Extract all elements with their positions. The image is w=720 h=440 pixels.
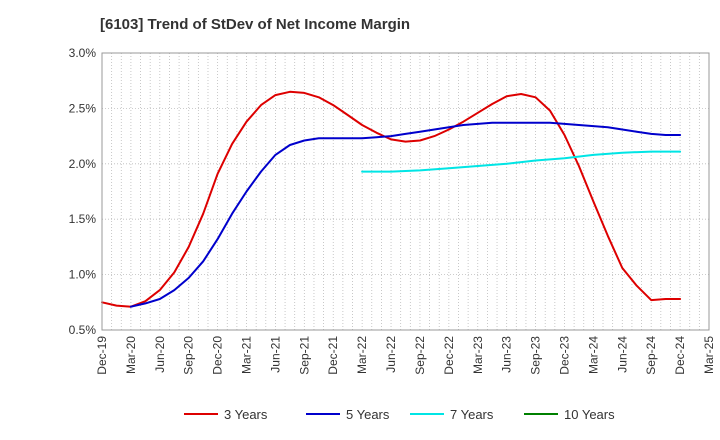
- x-tick-label: Mar-23: [471, 336, 485, 374]
- series-line-1: [129, 121, 682, 308]
- y-tick-label: 0.5%: [69, 323, 97, 337]
- x-tick-label: Dec-24: [673, 336, 687, 375]
- plot-frame: [101, 52, 710, 331]
- x-tick-label: Mar-25: [702, 336, 716, 374]
- y-tick-label: 1.5%: [69, 212, 97, 226]
- x-tick-label: Jun-22: [384, 336, 398, 373]
- x-tick-label: Mar-22: [355, 336, 369, 374]
- x-tick-label: Jun-24: [615, 336, 629, 373]
- x-tick-label: Dec-21: [326, 336, 340, 375]
- x-tick-label: Sep-23: [529, 336, 543, 375]
- x-tick-label: Dec-19: [95, 336, 109, 375]
- series-line-0: [101, 90, 682, 308]
- chart-title: [6103] Trend of StDev of Net Income Marg…: [100, 16, 410, 33]
- series-lines: [101, 90, 682, 308]
- series-line-2: [361, 150, 682, 173]
- x-tick-label: Jun-23: [500, 336, 514, 373]
- x-tick-label: Sep-24: [644, 336, 658, 375]
- x-tick-label: Sep-21: [297, 336, 311, 375]
- x-axis-ticks: Dec-19 Mar-20 Jun-20 Sep-20 Dec-20 Mar-21 Jun-…: [95, 336, 716, 375]
- y-axis-ticks: 0.5% 1.0% 1.5% 2.0% 2.5% 3.0%: [69, 46, 97, 337]
- x-tick-label: Mar-24: [586, 336, 600, 374]
- x-tick-label: Jun-21: [268, 336, 282, 373]
- x-tick-label: Mar-20: [124, 336, 138, 374]
- grid: [102, 52, 709, 331]
- legend-label: 7 Years: [450, 407, 494, 422]
- y-tick-label: 2.5%: [69, 101, 97, 115]
- x-tick-label: Jun-20: [153, 336, 167, 373]
- y-tick-label: 2.0%: [69, 157, 97, 171]
- legend-label: 3 Years: [224, 407, 268, 422]
- x-tick-label: Mar-21: [240, 336, 254, 374]
- legend: 3 Years 5 Years 7 Years 10 Years: [184, 407, 615, 422]
- y-tick-label: 1.0%: [69, 268, 97, 282]
- legend-label: 5 Years: [346, 407, 390, 422]
- y-tick-label: 3.0%: [69, 46, 97, 60]
- legend-label: 10 Years: [564, 407, 615, 422]
- x-tick-label: Sep-20: [182, 336, 196, 375]
- x-tick-label: Dec-20: [211, 336, 225, 375]
- x-tick-label: Sep-22: [413, 336, 427, 375]
- x-tick-label: Dec-23: [557, 336, 571, 375]
- x-tick-label: Dec-22: [442, 336, 456, 375]
